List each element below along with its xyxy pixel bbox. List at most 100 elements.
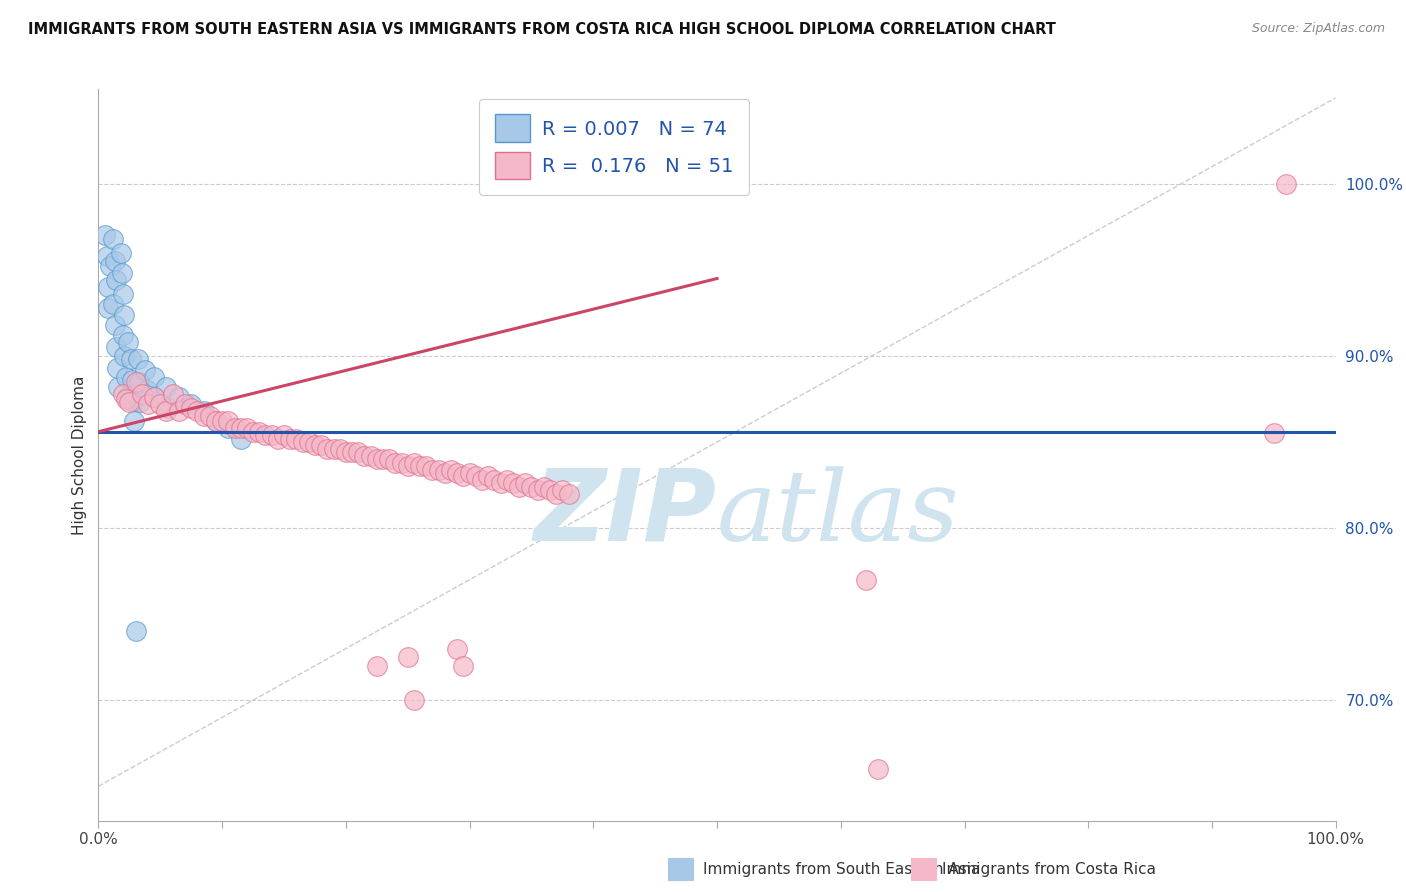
Point: [103, 232, 125, 246]
Point: [143, 390, 166, 404]
Point: [446, 466, 468, 480]
Point: [180, 397, 202, 411]
Point: [98, 260, 121, 274]
Point: [267, 432, 290, 446]
Point: [285, 432, 308, 446]
Point: [103, 318, 125, 332]
Point: [149, 397, 172, 411]
Point: [110, 245, 132, 260]
Point: [396, 459, 419, 474]
Y-axis label: High School Diploma: High School Diploma: [72, 376, 87, 534]
Point: [198, 409, 221, 424]
Point: [440, 462, 463, 476]
Point: [120, 352, 142, 367]
Point: [260, 428, 283, 442]
Point: [304, 438, 326, 452]
Text: atlas: atlas: [717, 466, 960, 561]
Point: [193, 409, 215, 424]
Point: [131, 387, 153, 401]
Point: [495, 473, 517, 487]
Point: [114, 392, 136, 406]
Point: [124, 414, 146, 428]
Point: [464, 469, 486, 483]
Point: [422, 462, 444, 476]
Point: [107, 380, 129, 394]
Text: IMMIGRANTS FROM SOUTH EASTERN ASIA VS IMMIGRANTS FROM COSTA RICA HIGH SCHOOL DIP: IMMIGRANTS FROM SOUTH EASTERN ASIA VS IM…: [28, 22, 1056, 37]
Point: [122, 393, 145, 408]
Point: [134, 362, 156, 376]
Point: [484, 473, 506, 487]
Point: [316, 442, 339, 456]
Point: [96, 249, 118, 263]
Point: [104, 340, 127, 354]
Point: [298, 435, 321, 450]
Point: [360, 449, 382, 463]
Point: [93, 228, 115, 243]
Point: [143, 369, 166, 384]
Point: [143, 390, 166, 404]
Legend: R = 0.007   N = 74, R =  0.176   N = 51: R = 0.007 N = 74, R = 0.176 N = 51: [479, 99, 748, 194]
Point: [415, 459, 437, 474]
Point: [104, 273, 127, 287]
Point: [103, 254, 125, 268]
Point: [229, 432, 252, 446]
Point: [118, 395, 141, 409]
Point: [1275, 177, 1298, 191]
Point: [533, 480, 555, 494]
Point: [347, 445, 370, 459]
Point: [124, 624, 146, 639]
Text: Immigrants from Costa Rica: Immigrants from Costa Rica: [942, 863, 1156, 877]
Point: [477, 469, 499, 483]
Point: [322, 442, 344, 456]
Point: [111, 266, 134, 280]
Text: ZIP: ZIP: [534, 465, 717, 562]
Point: [427, 462, 450, 476]
Point: [551, 483, 574, 498]
Point: [458, 466, 481, 480]
Point: [115, 390, 138, 404]
Point: [124, 375, 146, 389]
Point: [409, 459, 432, 474]
Point: [273, 428, 295, 442]
Point: [446, 641, 468, 656]
Point: [112, 349, 135, 363]
Point: [391, 456, 413, 470]
Point: [229, 421, 252, 435]
Point: [1263, 426, 1285, 441]
Point: [371, 452, 394, 467]
Point: [278, 432, 301, 446]
Point: [180, 401, 202, 415]
Point: [217, 421, 239, 435]
Point: [520, 480, 543, 494]
Point: [217, 414, 239, 428]
Point: [866, 762, 889, 776]
Point: [515, 476, 537, 491]
Point: [402, 456, 425, 470]
Point: [353, 449, 375, 463]
Point: [186, 404, 208, 418]
Point: [489, 476, 512, 491]
Point: [557, 486, 579, 500]
Text: Immigrants from South Eastern Asia: Immigrants from South Eastern Asia: [703, 863, 980, 877]
Point: [155, 380, 177, 394]
Point: [471, 473, 494, 487]
Point: [396, 650, 419, 665]
Point: [855, 573, 877, 587]
Point: [378, 452, 401, 467]
Point: [242, 425, 264, 439]
Point: [453, 658, 475, 673]
Point: [236, 421, 259, 435]
Point: [254, 428, 277, 442]
Point: [114, 369, 136, 384]
Point: [366, 658, 388, 673]
Point: [247, 425, 270, 439]
Point: [502, 476, 524, 491]
Point: [205, 414, 228, 428]
Point: [97, 301, 120, 315]
Point: [211, 414, 233, 428]
Point: [128, 375, 150, 389]
Point: [112, 328, 135, 343]
Point: [291, 435, 314, 450]
Point: [112, 287, 135, 301]
Point: [174, 397, 197, 411]
